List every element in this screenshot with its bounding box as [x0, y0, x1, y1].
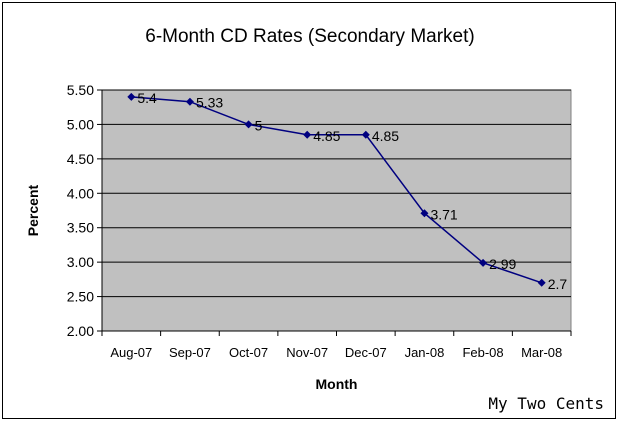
data-point-marker — [127, 92, 136, 101]
data-label: 5 — [255, 117, 263, 133]
y-tick-label: 4.00 — [67, 185, 94, 201]
x-tick-label: Mar-08 — [521, 345, 562, 360]
data-point-marker — [479, 258, 488, 267]
x-tick-label: Jan-08 — [405, 345, 445, 360]
y-tick-label: 3.00 — [67, 254, 94, 270]
y-tick-label: 2.50 — [67, 289, 94, 305]
watermark-text: My Two Cents — [488, 394, 604, 413]
data-point-marker — [537, 278, 546, 287]
y-tick-label: 5.00 — [67, 116, 94, 132]
x-axis-title: Month — [316, 376, 358, 392]
x-tick-label: Sep-07 — [169, 345, 211, 360]
data-point-marker — [361, 130, 370, 139]
series-line — [131, 96, 542, 284]
chart-title: 6-Month CD Rates (Secondary Market) — [145, 26, 474, 47]
y-axis-title: Percent — [25, 184, 41, 236]
x-tick-label: Nov-07 — [286, 345, 328, 360]
data-label: 5.33 — [196, 95, 223, 111]
data-point-marker — [303, 130, 312, 139]
data-label: 2.99 — [489, 256, 516, 272]
x-tick-label: Oct-07 — [229, 345, 268, 360]
data-point-marker — [420, 209, 429, 218]
data-label: 4.85 — [313, 128, 340, 144]
data-point-marker — [244, 120, 253, 129]
data-label: 4.85 — [372, 128, 399, 144]
plot-area — [101, 89, 572, 332]
data-point-marker — [185, 97, 194, 106]
data-label: 2.7 — [548, 276, 568, 292]
x-tick-label: Aug-07 — [110, 345, 152, 360]
y-tick-label: 3.50 — [67, 220, 94, 236]
data-label: 5.4 — [137, 90, 157, 106]
y-tick-label: 4.50 — [67, 151, 94, 167]
y-tick-label: 5.50 — [67, 82, 94, 98]
x-tick-label: Dec-07 — [345, 345, 387, 360]
y-tick-label: 2.00 — [67, 323, 94, 339]
x-tick-label: Feb-08 — [462, 345, 503, 360]
data-label: 3.71 — [430, 206, 457, 222]
